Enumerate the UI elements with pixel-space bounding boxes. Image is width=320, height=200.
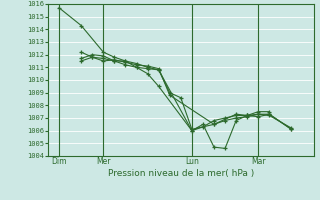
X-axis label: Pression niveau de la mer( hPa ): Pression niveau de la mer( hPa ): [108, 169, 254, 178]
